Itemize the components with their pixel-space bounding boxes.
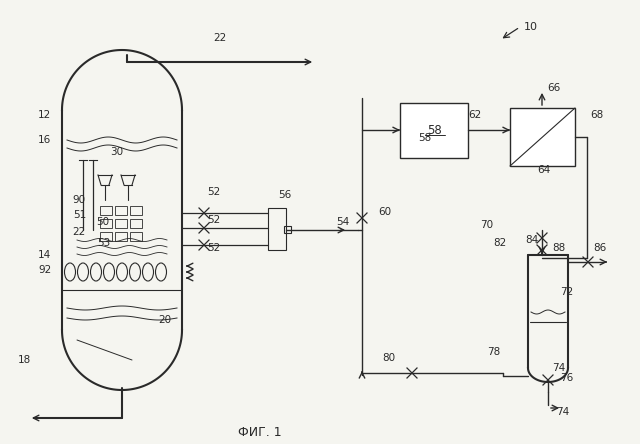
Text: 60: 60 xyxy=(378,207,391,217)
Text: 66: 66 xyxy=(547,83,560,93)
Bar xyxy=(130,206,142,215)
Text: 50: 50 xyxy=(96,217,109,227)
Text: 51: 51 xyxy=(73,210,86,220)
Bar xyxy=(400,103,468,158)
Text: 68: 68 xyxy=(590,110,604,120)
Bar xyxy=(130,219,142,228)
Text: 10: 10 xyxy=(524,22,538,32)
Text: 78: 78 xyxy=(487,347,500,357)
Bar xyxy=(130,232,142,241)
Text: ФИГ. 1: ФИГ. 1 xyxy=(238,425,282,439)
Text: 74: 74 xyxy=(552,363,565,373)
Text: 76: 76 xyxy=(560,373,573,383)
Bar xyxy=(510,108,575,166)
Text: 84: 84 xyxy=(525,235,538,245)
Text: 52: 52 xyxy=(207,187,220,197)
Text: 22: 22 xyxy=(213,33,227,43)
Text: 64: 64 xyxy=(537,165,550,175)
Bar xyxy=(115,219,127,228)
Text: 30: 30 xyxy=(110,147,123,157)
Text: 14: 14 xyxy=(38,250,51,260)
Text: 18: 18 xyxy=(18,355,31,365)
Text: 92: 92 xyxy=(38,265,51,275)
Bar xyxy=(100,232,112,241)
Text: 72: 72 xyxy=(560,287,573,297)
Text: 16: 16 xyxy=(38,135,51,145)
Text: 62: 62 xyxy=(468,110,481,120)
Text: 53: 53 xyxy=(97,238,110,248)
Text: 56: 56 xyxy=(278,190,291,200)
Text: 58: 58 xyxy=(427,123,442,136)
Bar xyxy=(115,206,127,215)
Text: 88: 88 xyxy=(552,243,565,253)
Text: 70: 70 xyxy=(480,220,493,230)
Text: 86: 86 xyxy=(593,243,606,253)
Text: 20: 20 xyxy=(158,315,171,325)
Bar xyxy=(100,206,112,215)
Bar xyxy=(268,208,286,250)
Bar xyxy=(284,226,291,234)
Text: 90: 90 xyxy=(72,195,85,205)
Text: 74: 74 xyxy=(556,407,569,417)
Text: 52: 52 xyxy=(207,215,220,225)
Text: 52: 52 xyxy=(207,243,220,253)
Text: 58: 58 xyxy=(419,133,431,143)
Text: 22: 22 xyxy=(72,227,85,237)
Text: 80: 80 xyxy=(382,353,395,363)
Bar xyxy=(100,219,112,228)
Text: 54: 54 xyxy=(336,217,349,227)
Text: 82: 82 xyxy=(493,238,506,248)
Text: 12: 12 xyxy=(38,110,51,120)
Bar xyxy=(115,232,127,241)
